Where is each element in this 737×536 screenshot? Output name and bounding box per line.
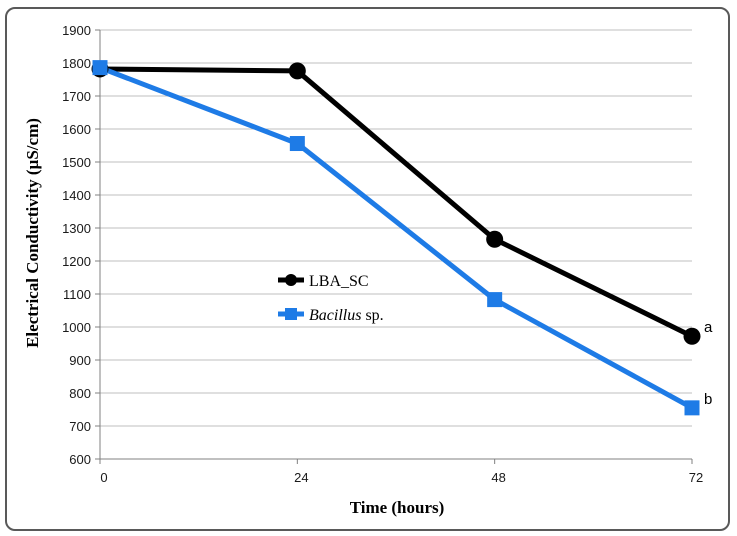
series-markers [91,60,701,416]
legend-label-1: LBA_SC [309,273,369,290]
x-axis-title: Time (hours) [350,498,445,517]
y-tick-labels: 600 700 800 900 1000 1100 1200 1300 1400 1500 1600… [62,23,91,467]
chart-frame [5,7,730,531]
y-tick-label: 700 [69,419,91,434]
y-axis-title: Electrical Conductivity (µS/cm) [23,118,42,348]
x-tick-labels: 0 24 48 72 [100,470,703,485]
legend-marker-2 [285,308,297,320]
y-tick-label: 1300 [62,221,91,236]
data-point-2 [289,136,305,152]
x-tick-label: 0 [100,470,107,485]
y-tick-label: 900 [69,353,91,368]
data-point-2 [92,60,108,76]
legend-marker-1 [285,274,297,286]
data-point-1 [683,327,701,345]
series-line-2 [99,65,694,411]
data-point-1 [486,230,504,248]
y-tick-label: 1700 [62,89,91,104]
y-tick-label: 1100 [63,287,91,302]
legend: LBA_SC Bacillus sp. [278,273,384,324]
data-point-1 [288,62,306,80]
series-annotations: ab [704,319,713,408]
series-annotation-1: a [704,319,713,336]
y-tick-label: 1200 [62,254,91,269]
y-tick-label: 600 [69,452,91,467]
y-tick-label: 1500 [62,155,91,170]
series-line-1 [99,66,694,339]
y-tick-label: 1900 [62,23,91,38]
y-tick-label: 1600 [62,122,91,137]
y-tick-label: 1800 [62,56,91,71]
y-tick-label: 800 [69,386,91,401]
y-tick-label: 1400 [62,188,91,203]
legend-label-2: Bacillus sp. [309,307,384,324]
series-annotation-2: b [704,391,712,408]
gridlines [100,29,692,427]
data-point-2 [487,292,503,308]
series-lines [99,65,694,411]
x-tick-label: 72 [689,470,703,485]
x-tick-label: 24 [294,470,308,485]
data-point-2 [684,400,700,416]
y-tick-label: 1000 [62,320,91,335]
x-tick-label: 48 [491,470,505,485]
axes [95,29,693,464]
